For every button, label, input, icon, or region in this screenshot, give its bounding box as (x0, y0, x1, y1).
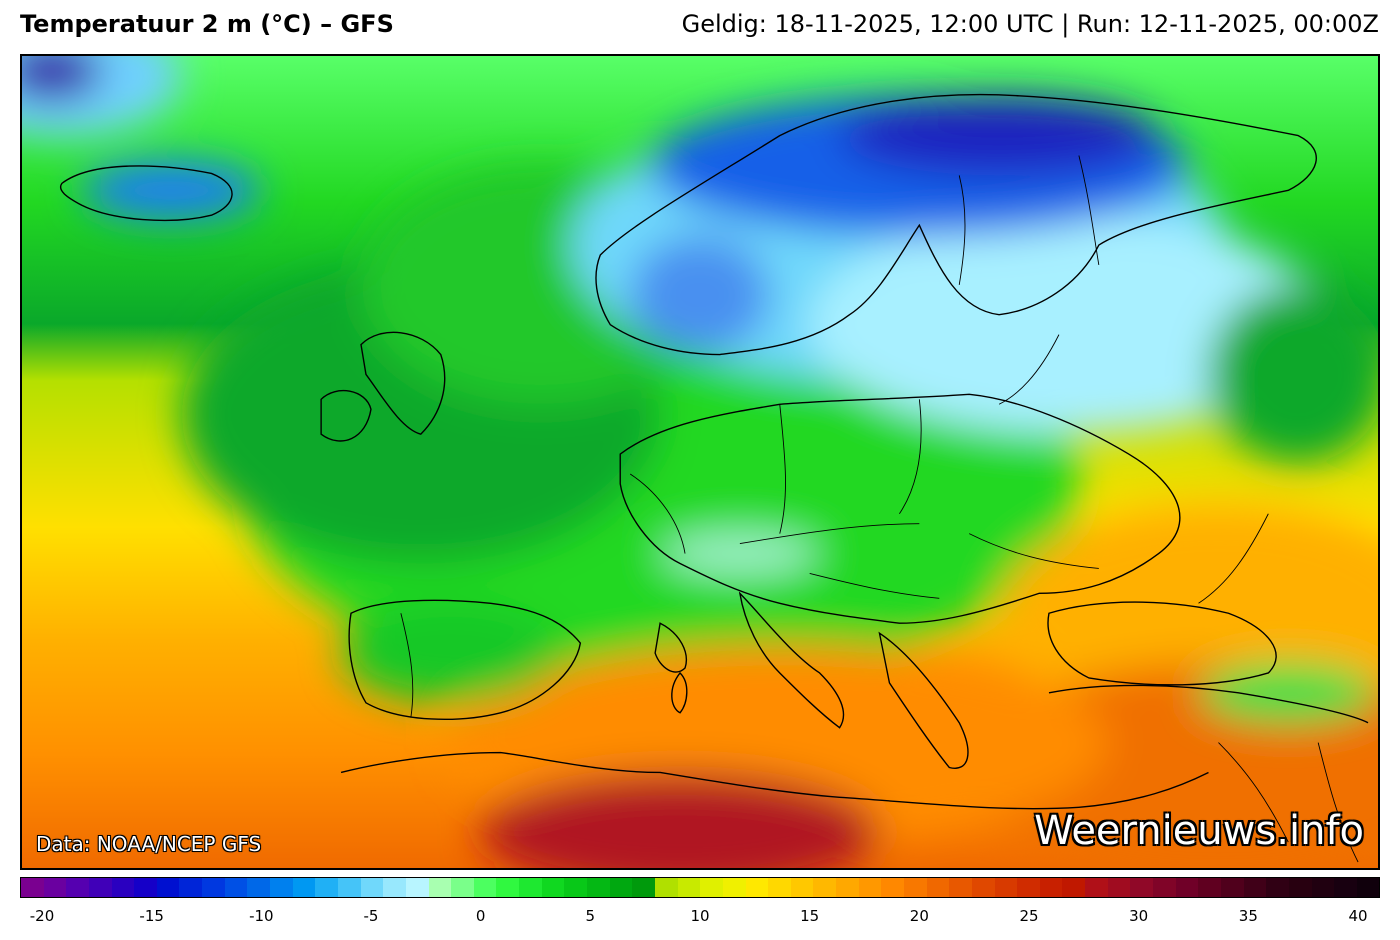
colorbar-step (1198, 878, 1221, 897)
colorbar-tick-label: 0 (475, 907, 486, 925)
colorbar-step (1243, 878, 1267, 897)
colorbar-step (315, 878, 338, 897)
colorbar-step (1311, 878, 1335, 897)
colorbar-step (224, 878, 248, 897)
colorbar-step (564, 878, 588, 897)
colorbar-step (836, 878, 859, 897)
colorbar-step (700, 878, 723, 897)
colorbar-tick-label: 10 (690, 907, 710, 925)
colorbar-step (1039, 878, 1063, 897)
data-source-credit: Data: NOAA/NCEP GFS (36, 832, 262, 856)
colorbar-step (43, 878, 67, 897)
colorbar-step (179, 878, 203, 897)
colorbar-step (881, 878, 904, 897)
valid-run-time: Geldig: 18-11-2025, 12:00 UTC | Run: 12-… (681, 10, 1379, 38)
colorbar-step (1017, 878, 1040, 897)
temperature-colorbar (20, 877, 1380, 898)
colorbar-tick-label: 30 (1129, 907, 1149, 925)
colorbar-tick-label: -5 (363, 907, 379, 925)
colorbar-step (541, 878, 565, 897)
map-title: Temperatuur 2 m (°C) – GFS (20, 10, 394, 38)
borders (400, 155, 1359, 863)
colorbar-step (790, 878, 814, 897)
colorbar-step (496, 878, 520, 897)
colorbar-step (66, 878, 89, 897)
colorbar-step (745, 878, 769, 897)
colorbar-step (1062, 878, 1086, 897)
colorbar-tick-label: -10 (249, 907, 274, 925)
colorbar-step (1175, 878, 1199, 897)
colorbar-step (21, 878, 44, 897)
colorbar-step (337, 878, 361, 897)
colorbar-step (949, 878, 972, 897)
colorbar-step (202, 878, 225, 897)
colorbar-tick-label: 35 (1238, 907, 1258, 925)
temperature-zones (22, 56, 1378, 868)
colorbar-step (473, 878, 497, 897)
colorbar-step (451, 878, 474, 897)
colorbar-tick-label: -20 (29, 907, 55, 925)
colorbar-step (247, 878, 271, 897)
colorbar-tick-labels: -20 -15 -10 -5 0 5 10 15 20 25 30 35 40 (20, 907, 1380, 927)
temperature-map[interactable]: Data: NOAA/NCEP GFS Weernieuws.info (20, 54, 1380, 870)
temperature-field (22, 56, 1378, 868)
colorbar-step (1220, 878, 1244, 897)
colorbar-step (405, 878, 429, 897)
colorbar-tick-label: 15 (800, 907, 820, 925)
colorbar-step (858, 878, 882, 897)
colorbar-tick-label: 25 (1019, 907, 1039, 925)
colorbar-step (609, 878, 633, 897)
colorbar-step (722, 878, 746, 897)
brand-watermark: Weernieuws.info (1034, 808, 1364, 854)
colorbar-step (134, 878, 157, 897)
colorbar-step (926, 878, 950, 897)
colorbar-tick-label: -15 (139, 907, 164, 925)
colorbar-step (1288, 878, 1312, 897)
colorbar-step (971, 878, 995, 897)
colorbar-step (360, 878, 384, 897)
coastlines (59, 93, 1369, 810)
colorbar-step (292, 878, 316, 897)
colorbar-step (654, 878, 678, 897)
colorbar-step (1153, 878, 1176, 897)
colorbar-tick-label: 40 (1348, 907, 1368, 925)
colorbar-step (813, 878, 837, 897)
colorbar-tick-label: 5 (585, 907, 596, 925)
colorbar-step (1130, 878, 1154, 897)
colorbar-step (111, 878, 135, 897)
colorbar-step (677, 878, 701, 897)
colorbar-step (428, 878, 452, 897)
colorbar-step (994, 878, 1018, 897)
colorbar-tick-label: 20 (909, 907, 929, 925)
colorbar-step (587, 878, 610, 897)
colorbar-step (903, 878, 927, 897)
colorbar-step (768, 878, 791, 897)
colorbar-step (1356, 878, 1380, 897)
colorbar-step (383, 878, 406, 897)
colorbar-step (1334, 878, 1357, 897)
colorbar-step (1085, 878, 1108, 897)
colorbar-step (1266, 878, 1289, 897)
colorbar-step (519, 878, 542, 897)
colorbar-step (270, 878, 293, 897)
colorbar-step (156, 878, 180, 897)
colorbar-step (1107, 878, 1131, 897)
colorbar-step (88, 878, 112, 897)
colorbar-step (632, 878, 655, 897)
